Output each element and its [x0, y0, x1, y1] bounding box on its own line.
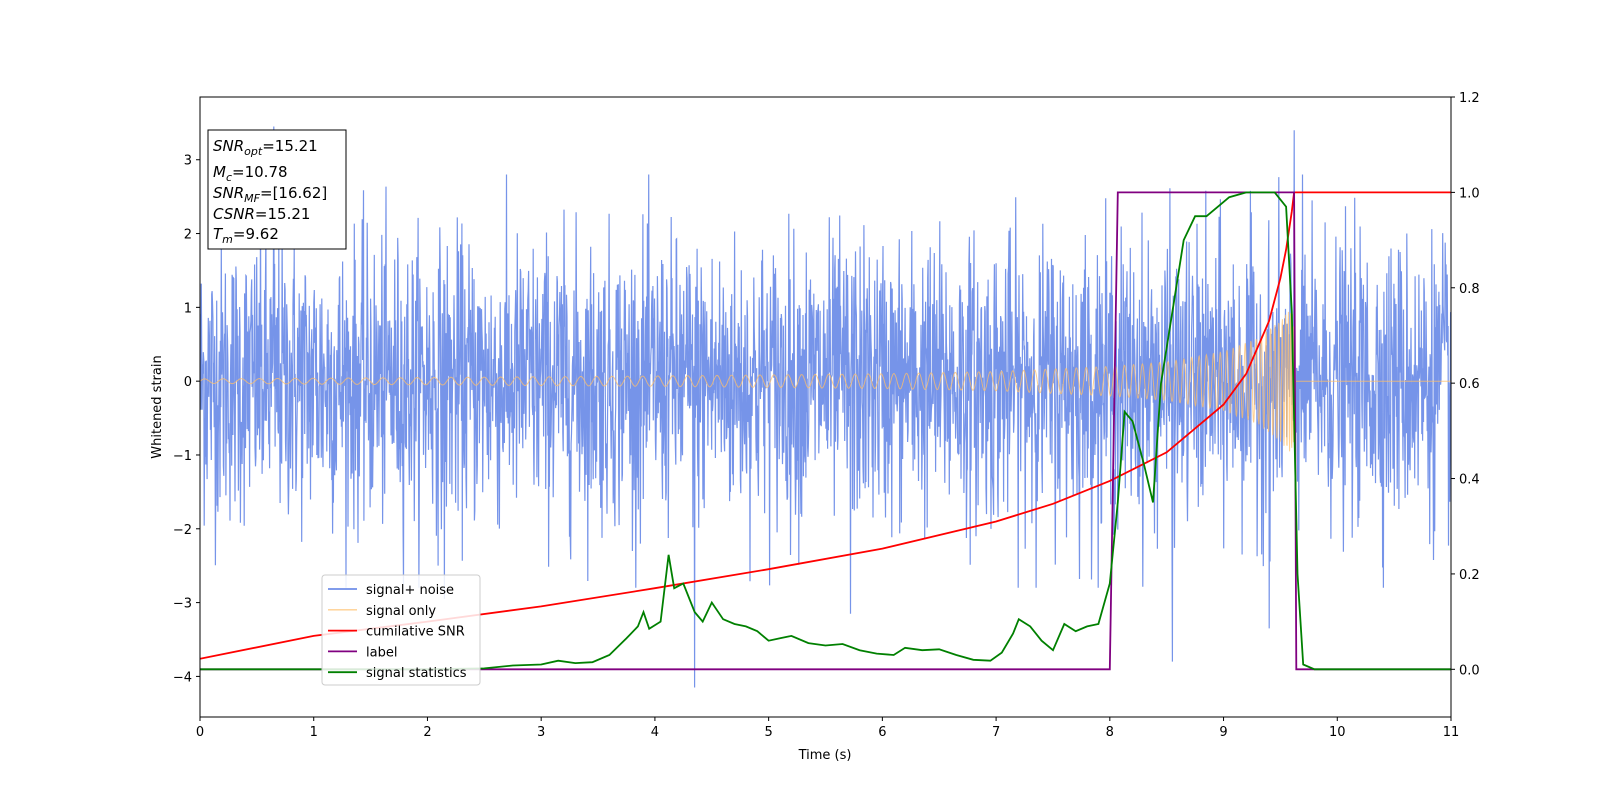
- y-tick-label: −4: [173, 670, 192, 685]
- y2-tick-label: 1.2: [1459, 91, 1480, 106]
- y2-tick-label: 0.4: [1459, 473, 1480, 488]
- y2-tick-label: 0.6: [1459, 377, 1480, 392]
- series-signal-noise: [200, 126, 1451, 688]
- y-tick-label: 2: [184, 228, 192, 243]
- x-tick-label: 1: [310, 725, 318, 740]
- legend-label-label: label: [366, 645, 397, 660]
- plot-frame: [199, 96, 1452, 718]
- y-tick-label: 1: [184, 301, 192, 316]
- x-tick-label: 2: [423, 725, 431, 740]
- annotation-csnr: CSNR=15.21: [213, 205, 310, 223]
- x-tick-label: 0: [196, 725, 204, 740]
- x-tick-label: 9: [1219, 725, 1227, 740]
- y-axis-left: −4 −3 −2 −1 0 1 2 3: [173, 154, 200, 685]
- y-tick-label: −1: [173, 449, 192, 464]
- y2-tick-label: 0.2: [1459, 568, 1480, 583]
- legend-label-signal-noise: signal+ noise: [366, 583, 454, 598]
- y-tick-label: −3: [173, 597, 192, 612]
- legend-label-cumilative-snr: cumilative SNR: [366, 625, 465, 640]
- y2-tick-label: 0.8: [1459, 282, 1480, 297]
- x-tick-label: 7: [992, 725, 1000, 740]
- x-tick-label: 6: [878, 725, 886, 740]
- legend: signal+ noise signal only cumilative SNR la…: [321, 574, 481, 686]
- x-axis-label: Time (s): [798, 748, 852, 763]
- x-tick-label: 3: [537, 725, 545, 740]
- x-tick-label: 5: [764, 725, 772, 740]
- y-tick-label: 3: [184, 154, 192, 169]
- x-axis: 0 1 2 3 4 5 6 7 8 9 10 11: [196, 717, 1459, 740]
- series-signal-only: [200, 311, 1451, 452]
- y-axis-right: 0.0 0.2 0.4 0.6 0.8 1.0 1.2: [1451, 91, 1480, 678]
- y-tick-label: −2: [173, 523, 192, 538]
- annotation-mc: Mc=10.78: [213, 163, 288, 184]
- x-tick-label: 8: [1106, 725, 1114, 740]
- x-tick-label: 4: [651, 725, 659, 740]
- series-cumilative-snr: [200, 191, 1451, 660]
- legend-label-signal-only: signal only: [366, 604, 436, 619]
- series-signal-statistics: [200, 191, 1451, 671]
- annotation-box: SNRopt=15.21 Mc=10.78 SNRMF=[16.62] CSNR…: [207, 129, 347, 250]
- annotation-snr-mf: SNRMF=[16.62]: [213, 184, 327, 205]
- annotation-tm: Tm=9.62: [213, 225, 279, 246]
- legend-label-signal-statistics: signal statistics: [366, 666, 467, 681]
- y2-tick-label: 0.0: [1459, 663, 1480, 678]
- y-axis-label: Whitened strain: [150, 355, 165, 458]
- x-tick-label: 11: [1443, 725, 1460, 740]
- y2-tick-label: 1.0: [1459, 186, 1480, 201]
- x-tick-label: 10: [1329, 725, 1346, 740]
- series-layer: [200, 126, 1451, 688]
- annotation-snr-opt: SNRopt=15.21: [213, 137, 318, 158]
- y-tick-label: 0: [184, 375, 192, 390]
